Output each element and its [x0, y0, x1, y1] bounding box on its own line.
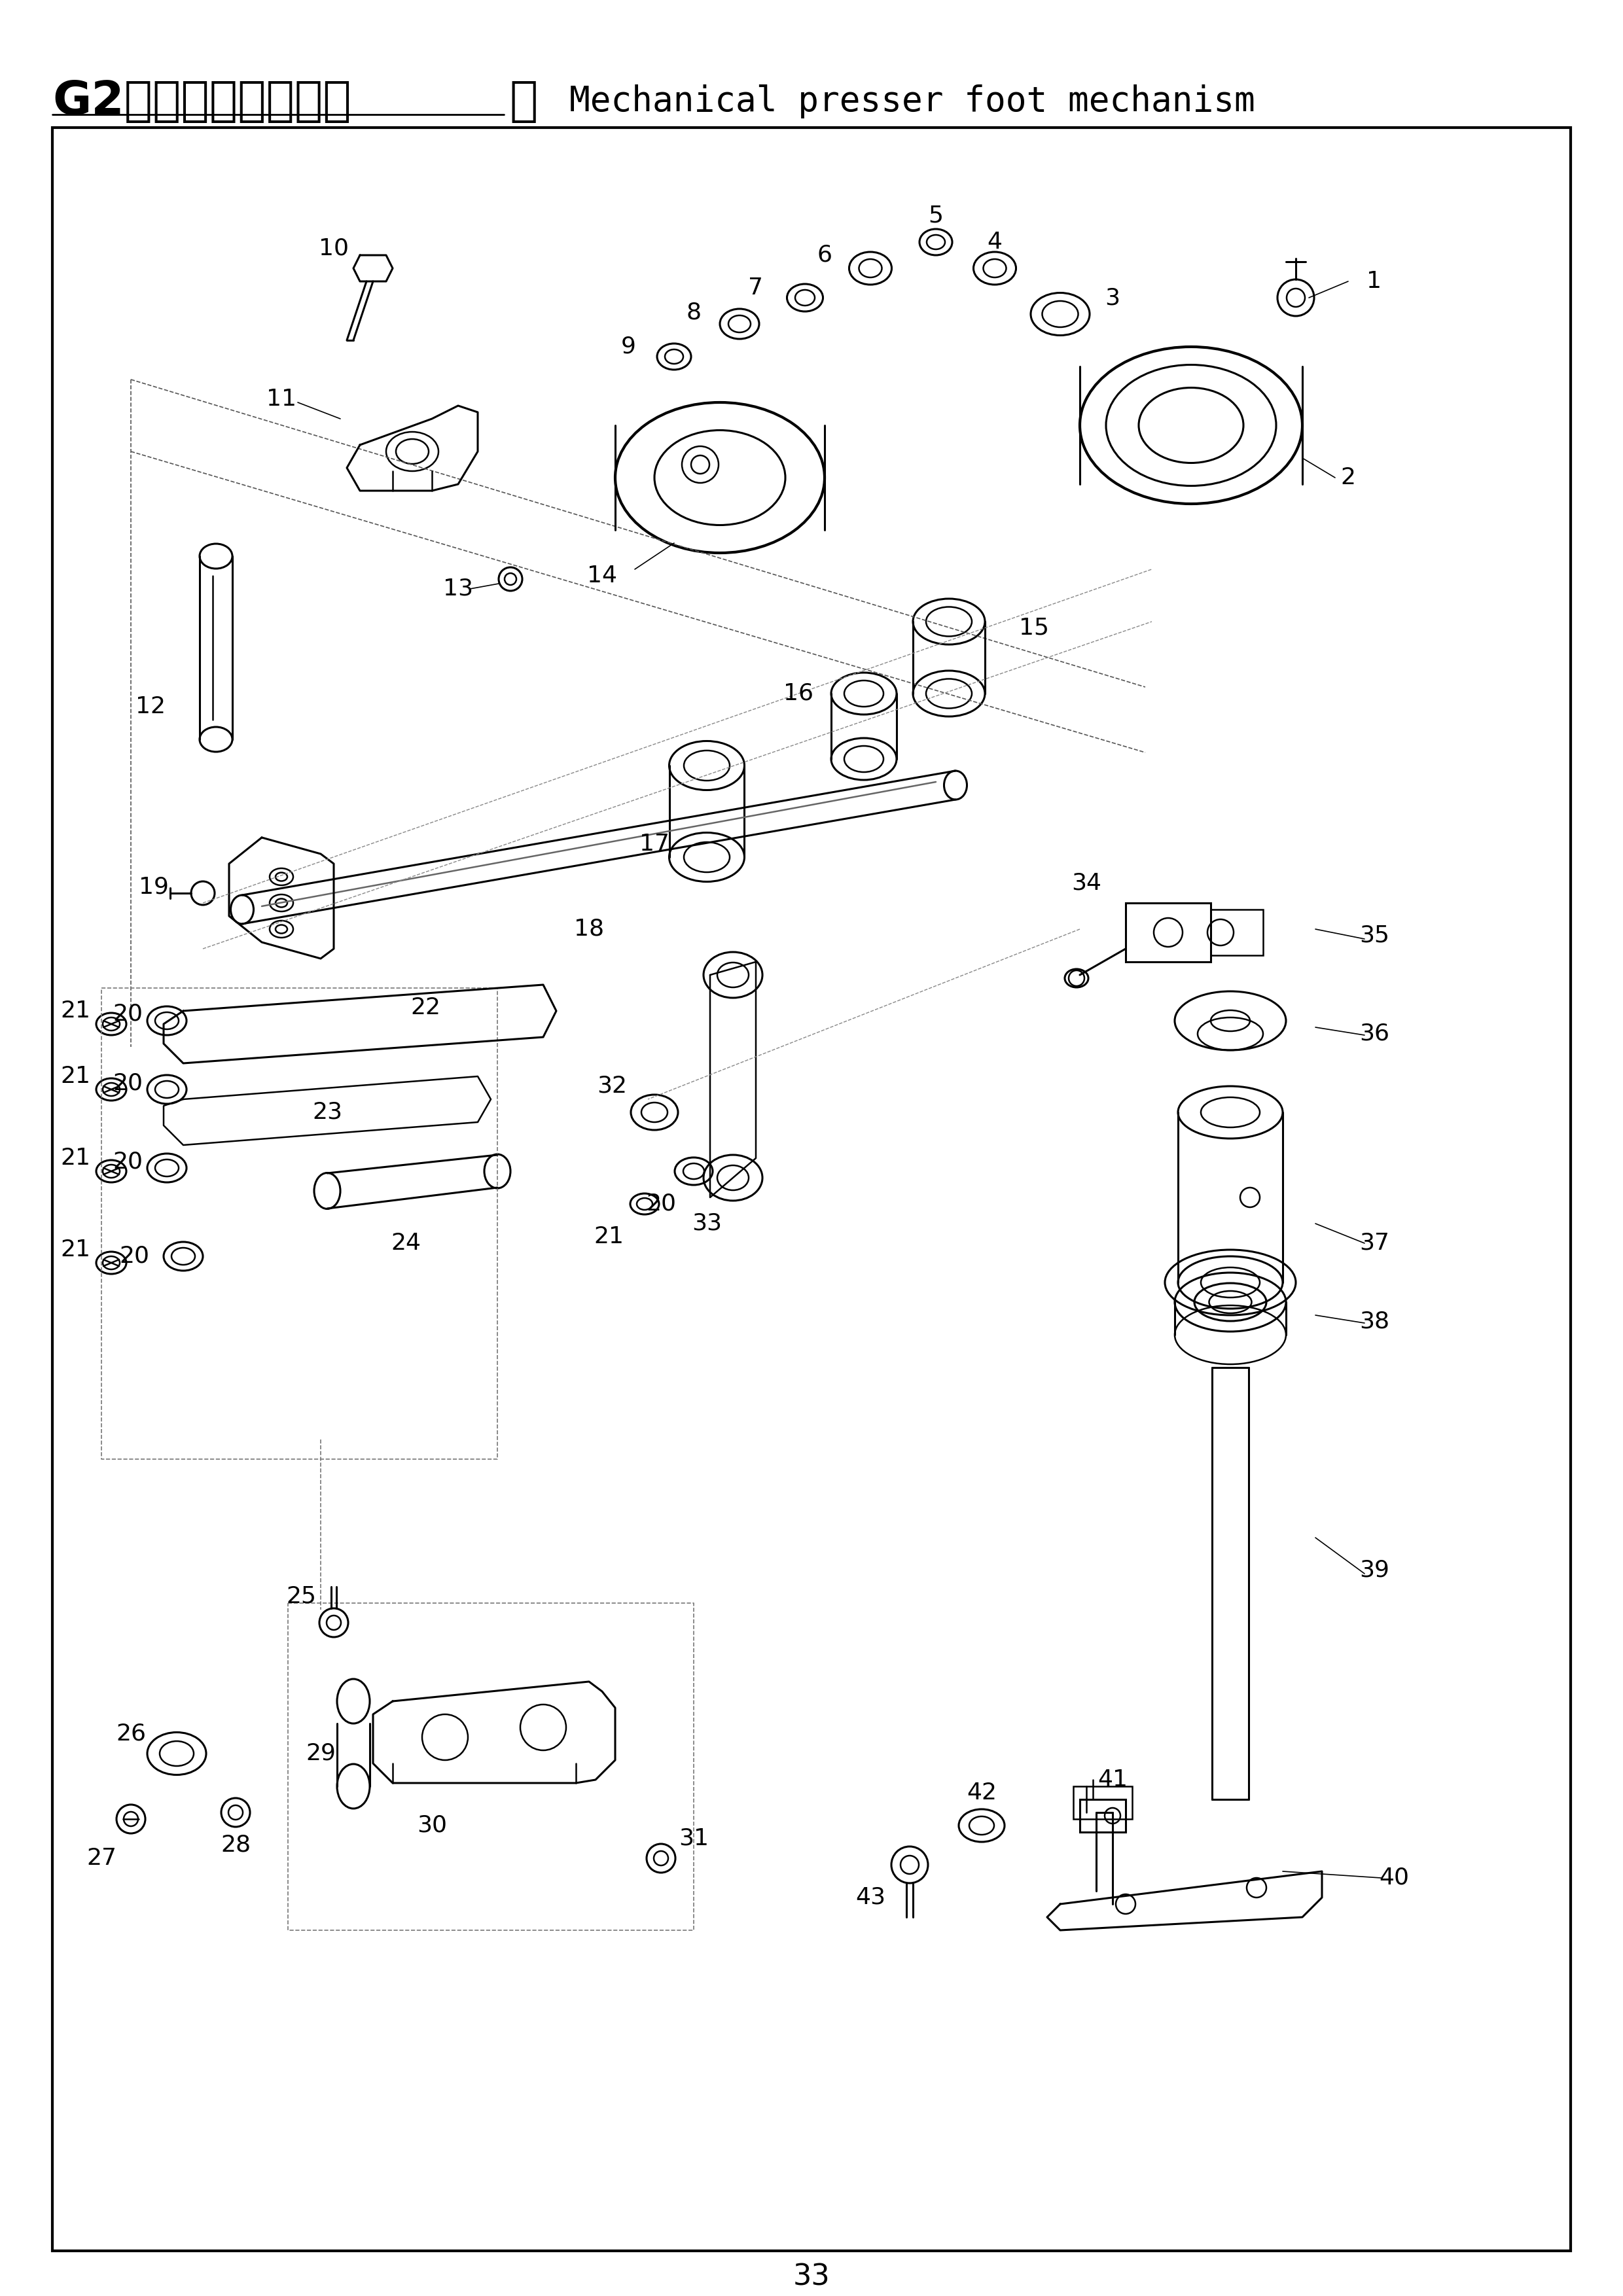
Text: 16: 16	[784, 682, 813, 705]
Text: 8: 8	[687, 301, 701, 324]
Text: 20: 20	[646, 1194, 677, 1215]
Text: 40: 40	[1380, 1867, 1409, 1890]
Text: 21: 21	[594, 1226, 623, 1247]
Text: 2: 2	[1341, 466, 1355, 489]
Text: 10: 10	[318, 236, 349, 259]
Text: 38: 38	[1358, 1311, 1389, 1334]
Text: 32: 32	[597, 1075, 626, 1097]
Text: 14: 14	[588, 565, 617, 588]
Text: 19: 19	[140, 875, 169, 898]
Bar	[1079, 1800, 1126, 1832]
Text: 26: 26	[115, 1722, 146, 1745]
Text: 5: 5	[928, 204, 943, 227]
Text: G2、机械中压脚装置: G2、机械中压脚装置	[52, 78, 351, 124]
Text: 6: 6	[816, 243, 833, 266]
Text: 21: 21	[60, 1148, 91, 1169]
Text: 35: 35	[1360, 925, 1389, 946]
Text: 43: 43	[855, 1887, 886, 1908]
Bar	[1211, 909, 1263, 955]
Text: 22: 22	[411, 996, 440, 1019]
Text: ／: ／	[510, 78, 537, 124]
Text: 7: 7	[748, 278, 763, 298]
Text: 3: 3	[1105, 287, 1120, 310]
Text: 24: 24	[391, 1233, 420, 1254]
Text: 1: 1	[1367, 271, 1381, 292]
Text: 36: 36	[1360, 1022, 1389, 1045]
Bar	[1126, 902, 1211, 962]
Text: 20: 20	[112, 1003, 143, 1026]
Text: 39: 39	[1360, 1559, 1389, 1582]
Text: 20: 20	[118, 1244, 149, 1267]
Text: 12: 12	[135, 696, 166, 719]
Text: 27: 27	[86, 1848, 117, 1869]
Text: 30: 30	[417, 1814, 446, 1837]
Text: 11: 11	[266, 388, 297, 411]
Text: 28: 28	[221, 1835, 250, 1855]
Text: Mechanical presser foot mechanism: Mechanical presser foot mechanism	[570, 85, 1255, 119]
Text: 34: 34	[1071, 872, 1102, 895]
Text: 15: 15	[1019, 618, 1048, 638]
Text: 13: 13	[443, 579, 474, 599]
Text: 25: 25	[286, 1587, 316, 1607]
Text: 21: 21	[60, 999, 91, 1022]
Text: 21: 21	[60, 1065, 91, 1088]
Text: 9: 9	[620, 335, 636, 358]
Text: 41: 41	[1097, 1768, 1128, 1791]
Text: 20: 20	[112, 1150, 143, 1173]
Text: 18: 18	[575, 918, 604, 941]
Ellipse shape	[1079, 347, 1302, 503]
Text: 37: 37	[1360, 1233, 1389, 1254]
Text: 17: 17	[639, 833, 669, 854]
Text: 29: 29	[305, 1743, 336, 1766]
Text: 31: 31	[678, 1828, 709, 1851]
Text: 20: 20	[112, 1072, 143, 1093]
Bar	[1073, 1786, 1133, 1818]
Text: 42: 42	[967, 1782, 997, 1805]
Text: 23: 23	[312, 1102, 342, 1123]
Text: 33: 33	[794, 2264, 829, 2291]
Text: 33: 33	[691, 1212, 722, 1235]
Text: 4: 4	[987, 232, 1003, 253]
Ellipse shape	[615, 402, 824, 553]
Text: 21: 21	[60, 1238, 91, 1261]
